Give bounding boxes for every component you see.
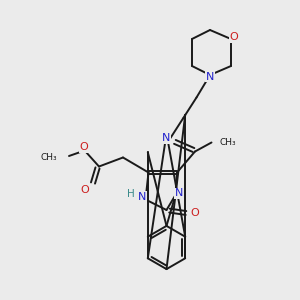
Text: H: H xyxy=(127,189,134,199)
Text: O: O xyxy=(190,208,200,218)
Text: CH₃: CH₃ xyxy=(220,138,236,147)
Text: N: N xyxy=(206,71,214,82)
Text: O: O xyxy=(230,32,238,43)
Text: O: O xyxy=(80,142,88,152)
Text: CH₃: CH₃ xyxy=(40,153,57,162)
Text: N: N xyxy=(162,133,170,143)
Text: O: O xyxy=(80,184,89,195)
Text: N: N xyxy=(175,188,183,199)
Text: N: N xyxy=(138,192,146,202)
